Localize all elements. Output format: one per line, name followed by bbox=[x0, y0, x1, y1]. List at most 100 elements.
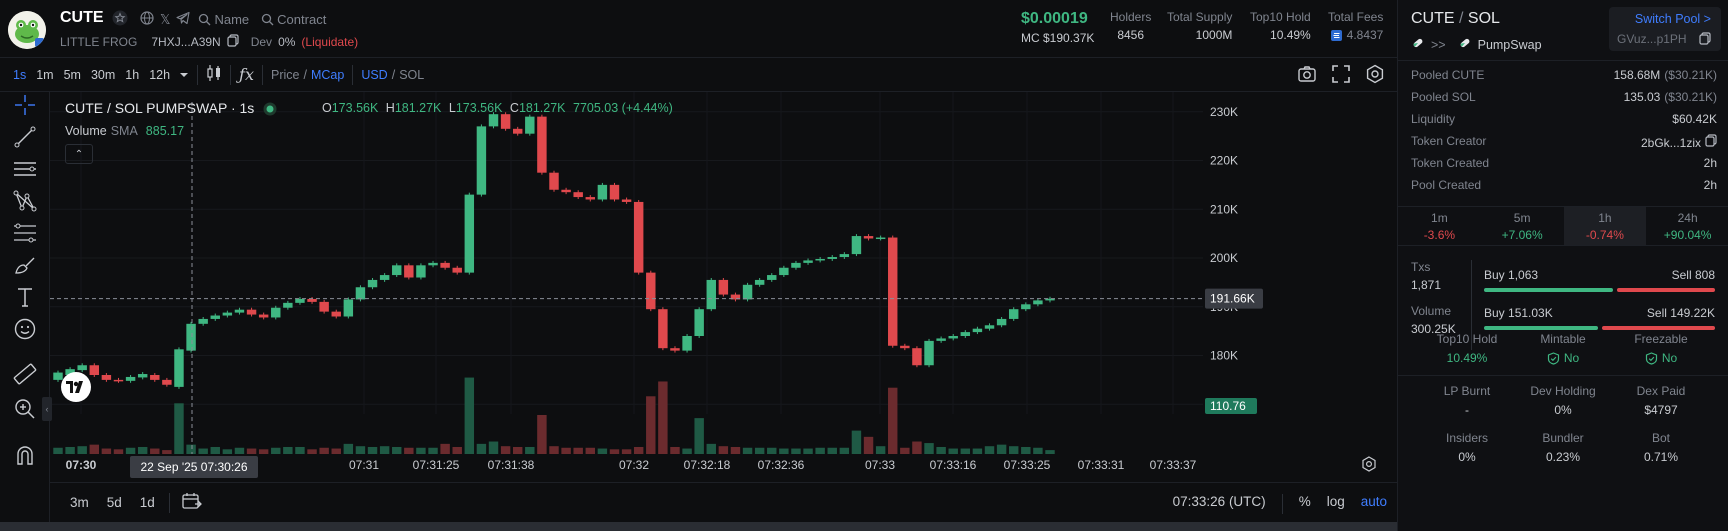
chevron-down-icon[interactable] bbox=[179, 68, 189, 82]
percent-scale-toggle[interactable]: % bbox=[1298, 494, 1311, 509]
sell-label: Sell bbox=[1646, 306, 1667, 320]
time-axis-settings-icon[interactable] bbox=[1361, 456, 1377, 475]
volume-bar bbox=[343, 443, 354, 454]
solana-icon bbox=[1330, 29, 1342, 41]
metric-value: 0% bbox=[1458, 450, 1476, 464]
zoom-in-tool-icon[interactable] bbox=[12, 396, 38, 422]
candle bbox=[392, 265, 402, 276]
candlestick-chart[interactable]: 230K220K210K200K190K180K170K191.66K110.7… bbox=[50, 92, 1397, 482]
volume-bar bbox=[355, 446, 366, 454]
txs-value: 1,871 bbox=[1411, 278, 1442, 292]
timeframe-1m[interactable]: 1m bbox=[36, 67, 54, 82]
copy-icon[interactable] bbox=[1699, 32, 1711, 48]
volume-bar bbox=[742, 447, 753, 454]
x-twitter-icon[interactable]: 𝕏 bbox=[160, 11, 171, 27]
change-tab-label: 1m bbox=[1431, 211, 1448, 225]
fib-tool-icon[interactable] bbox=[12, 220, 38, 246]
buy-txs: Buy 1,063 bbox=[1484, 268, 1538, 282]
timeframe-1s[interactable]: 1s bbox=[13, 67, 27, 82]
text-tool-icon[interactable] bbox=[12, 284, 38, 310]
price-toggle[interactable]: Price bbox=[271, 67, 300, 82]
sol-toggle[interactable]: SOL bbox=[399, 67, 425, 82]
trend-line-tool-icon[interactable] bbox=[12, 124, 38, 150]
tradingview-logo-icon[interactable] bbox=[61, 372, 91, 402]
timeframe-12h[interactable]: 12h bbox=[149, 67, 171, 82]
candle bbox=[742, 284, 753, 300]
change-tab-24h[interactable]: 24h +90.04% bbox=[1646, 207, 1728, 245]
candle bbox=[609, 184, 620, 200]
volume-bar bbox=[440, 443, 450, 454]
y-axis-tick-label: 200K bbox=[1210, 251, 1238, 265]
metric-value-row: - bbox=[1417, 403, 1517, 417]
date-range-icon[interactable] bbox=[182, 492, 202, 513]
search-name-button[interactable]: Name bbox=[198, 12, 249, 27]
horizontal-lines-tool-icon[interactable] bbox=[12, 156, 38, 182]
change-tab-1h[interactable]: 1h -0.74% bbox=[1563, 207, 1647, 245]
volume-bar bbox=[621, 449, 632, 454]
close-label: C bbox=[509, 101, 519, 115]
timeframe-30m[interactable]: 30m bbox=[90, 67, 116, 82]
candles-icon[interactable] bbox=[206, 64, 222, 85]
brush-tool-icon[interactable] bbox=[12, 252, 38, 278]
utc-clock[interactable]: 07:33:26 (UTC) bbox=[1172, 494, 1266, 509]
usd-toggle[interactable]: USD bbox=[361, 67, 388, 82]
candle bbox=[767, 275, 777, 280]
timeframe-5m[interactable]: 5m bbox=[63, 67, 81, 82]
range-1d[interactable]: 1d bbox=[139, 495, 155, 510]
range-3m[interactable]: 3m bbox=[70, 495, 89, 510]
metric-value-row: 0.71% bbox=[1611, 450, 1711, 464]
mcap-toggle[interactable]: MCap bbox=[310, 67, 345, 82]
token-subinfo: LITTLE FROG 7HXJ...A39N Dev 0% (Liquidat… bbox=[60, 34, 358, 50]
telegram-icon[interactable] bbox=[176, 11, 191, 28]
crosshair-tool-icon[interactable] bbox=[12, 92, 38, 118]
volume-bar bbox=[549, 446, 559, 454]
timeframe-1h[interactable]: 1h bbox=[125, 67, 140, 82]
metric-value: $4797 bbox=[1644, 403, 1678, 417]
copy-icon[interactable] bbox=[1705, 134, 1717, 147]
volume-bar bbox=[573, 447, 583, 454]
emoji-tool-icon[interactable] bbox=[12, 316, 38, 342]
indicators-fx-icon[interactable]: ƒx bbox=[239, 65, 254, 84]
log-scale-toggle[interactable]: log bbox=[1326, 494, 1345, 509]
metric-top10-hold: Top10 Hold 10.49% bbox=[1417, 332, 1517, 365]
candle bbox=[851, 236, 862, 255]
auto-scale-toggle[interactable]: auto bbox=[1360, 494, 1387, 509]
pattern-tool-icon[interactable] bbox=[12, 188, 38, 214]
change-tab-1m[interactable]: 1m -3.6% bbox=[1398, 207, 1481, 245]
buy-label: Buy bbox=[1484, 268, 1505, 282]
switch-pool-button[interactable]: Switch Pool > GVuz...p1PH bbox=[1609, 7, 1721, 51]
search-contract-label: Contract bbox=[277, 12, 327, 27]
camera-icon[interactable] bbox=[1297, 64, 1317, 87]
collapse-sidebar-button[interactable]: ‹ bbox=[42, 397, 52, 421]
fullscreen-icon[interactable] bbox=[1331, 64, 1351, 87]
open-label: O bbox=[322, 101, 332, 115]
star-icon[interactable] bbox=[112, 10, 128, 29]
change-tab-5m[interactable]: 5m +7.06% bbox=[1481, 207, 1564, 245]
price-chart[interactable]: 230K220K210K200K190K180K170K191.66K110.7… bbox=[42, 92, 1397, 482]
pool-row-value: 2h bbox=[1704, 156, 1717, 178]
volume-bar bbox=[416, 447, 426, 454]
candle bbox=[210, 315, 220, 319]
series-visibility-icon[interactable] bbox=[263, 102, 277, 119]
volume-bar bbox=[682, 448, 692, 454]
change-tab-label: 5m bbox=[1513, 211, 1531, 225]
candle bbox=[174, 349, 184, 387]
volume-bar bbox=[900, 447, 910, 454]
magnet-tool-icon[interactable] bbox=[12, 442, 38, 468]
settings-gear-icon[interactable] bbox=[1365, 64, 1385, 87]
volume-bar bbox=[404, 447, 414, 454]
candle bbox=[900, 345, 910, 349]
ruler-tool-icon[interactable] bbox=[12, 361, 38, 387]
range-5d[interactable]: 5d bbox=[106, 495, 122, 510]
route-dex-name: PumpSwap bbox=[1477, 37, 1542, 52]
candle bbox=[791, 262, 801, 268]
search-contract-button[interactable]: Contract bbox=[261, 12, 326, 27]
token-full-name: LITTLE FROG bbox=[60, 35, 138, 49]
volume-bar bbox=[150, 448, 160, 454]
candle bbox=[488, 114, 499, 127]
copy-icon[interactable] bbox=[227, 34, 239, 50]
globe-icon[interactable] bbox=[140, 11, 154, 28]
token-avatar[interactable] bbox=[8, 11, 46, 49]
horizontal-scrollbar[interactable] bbox=[0, 522, 1397, 531]
collapse-legend-button[interactable]: ⌃ bbox=[65, 144, 93, 164]
